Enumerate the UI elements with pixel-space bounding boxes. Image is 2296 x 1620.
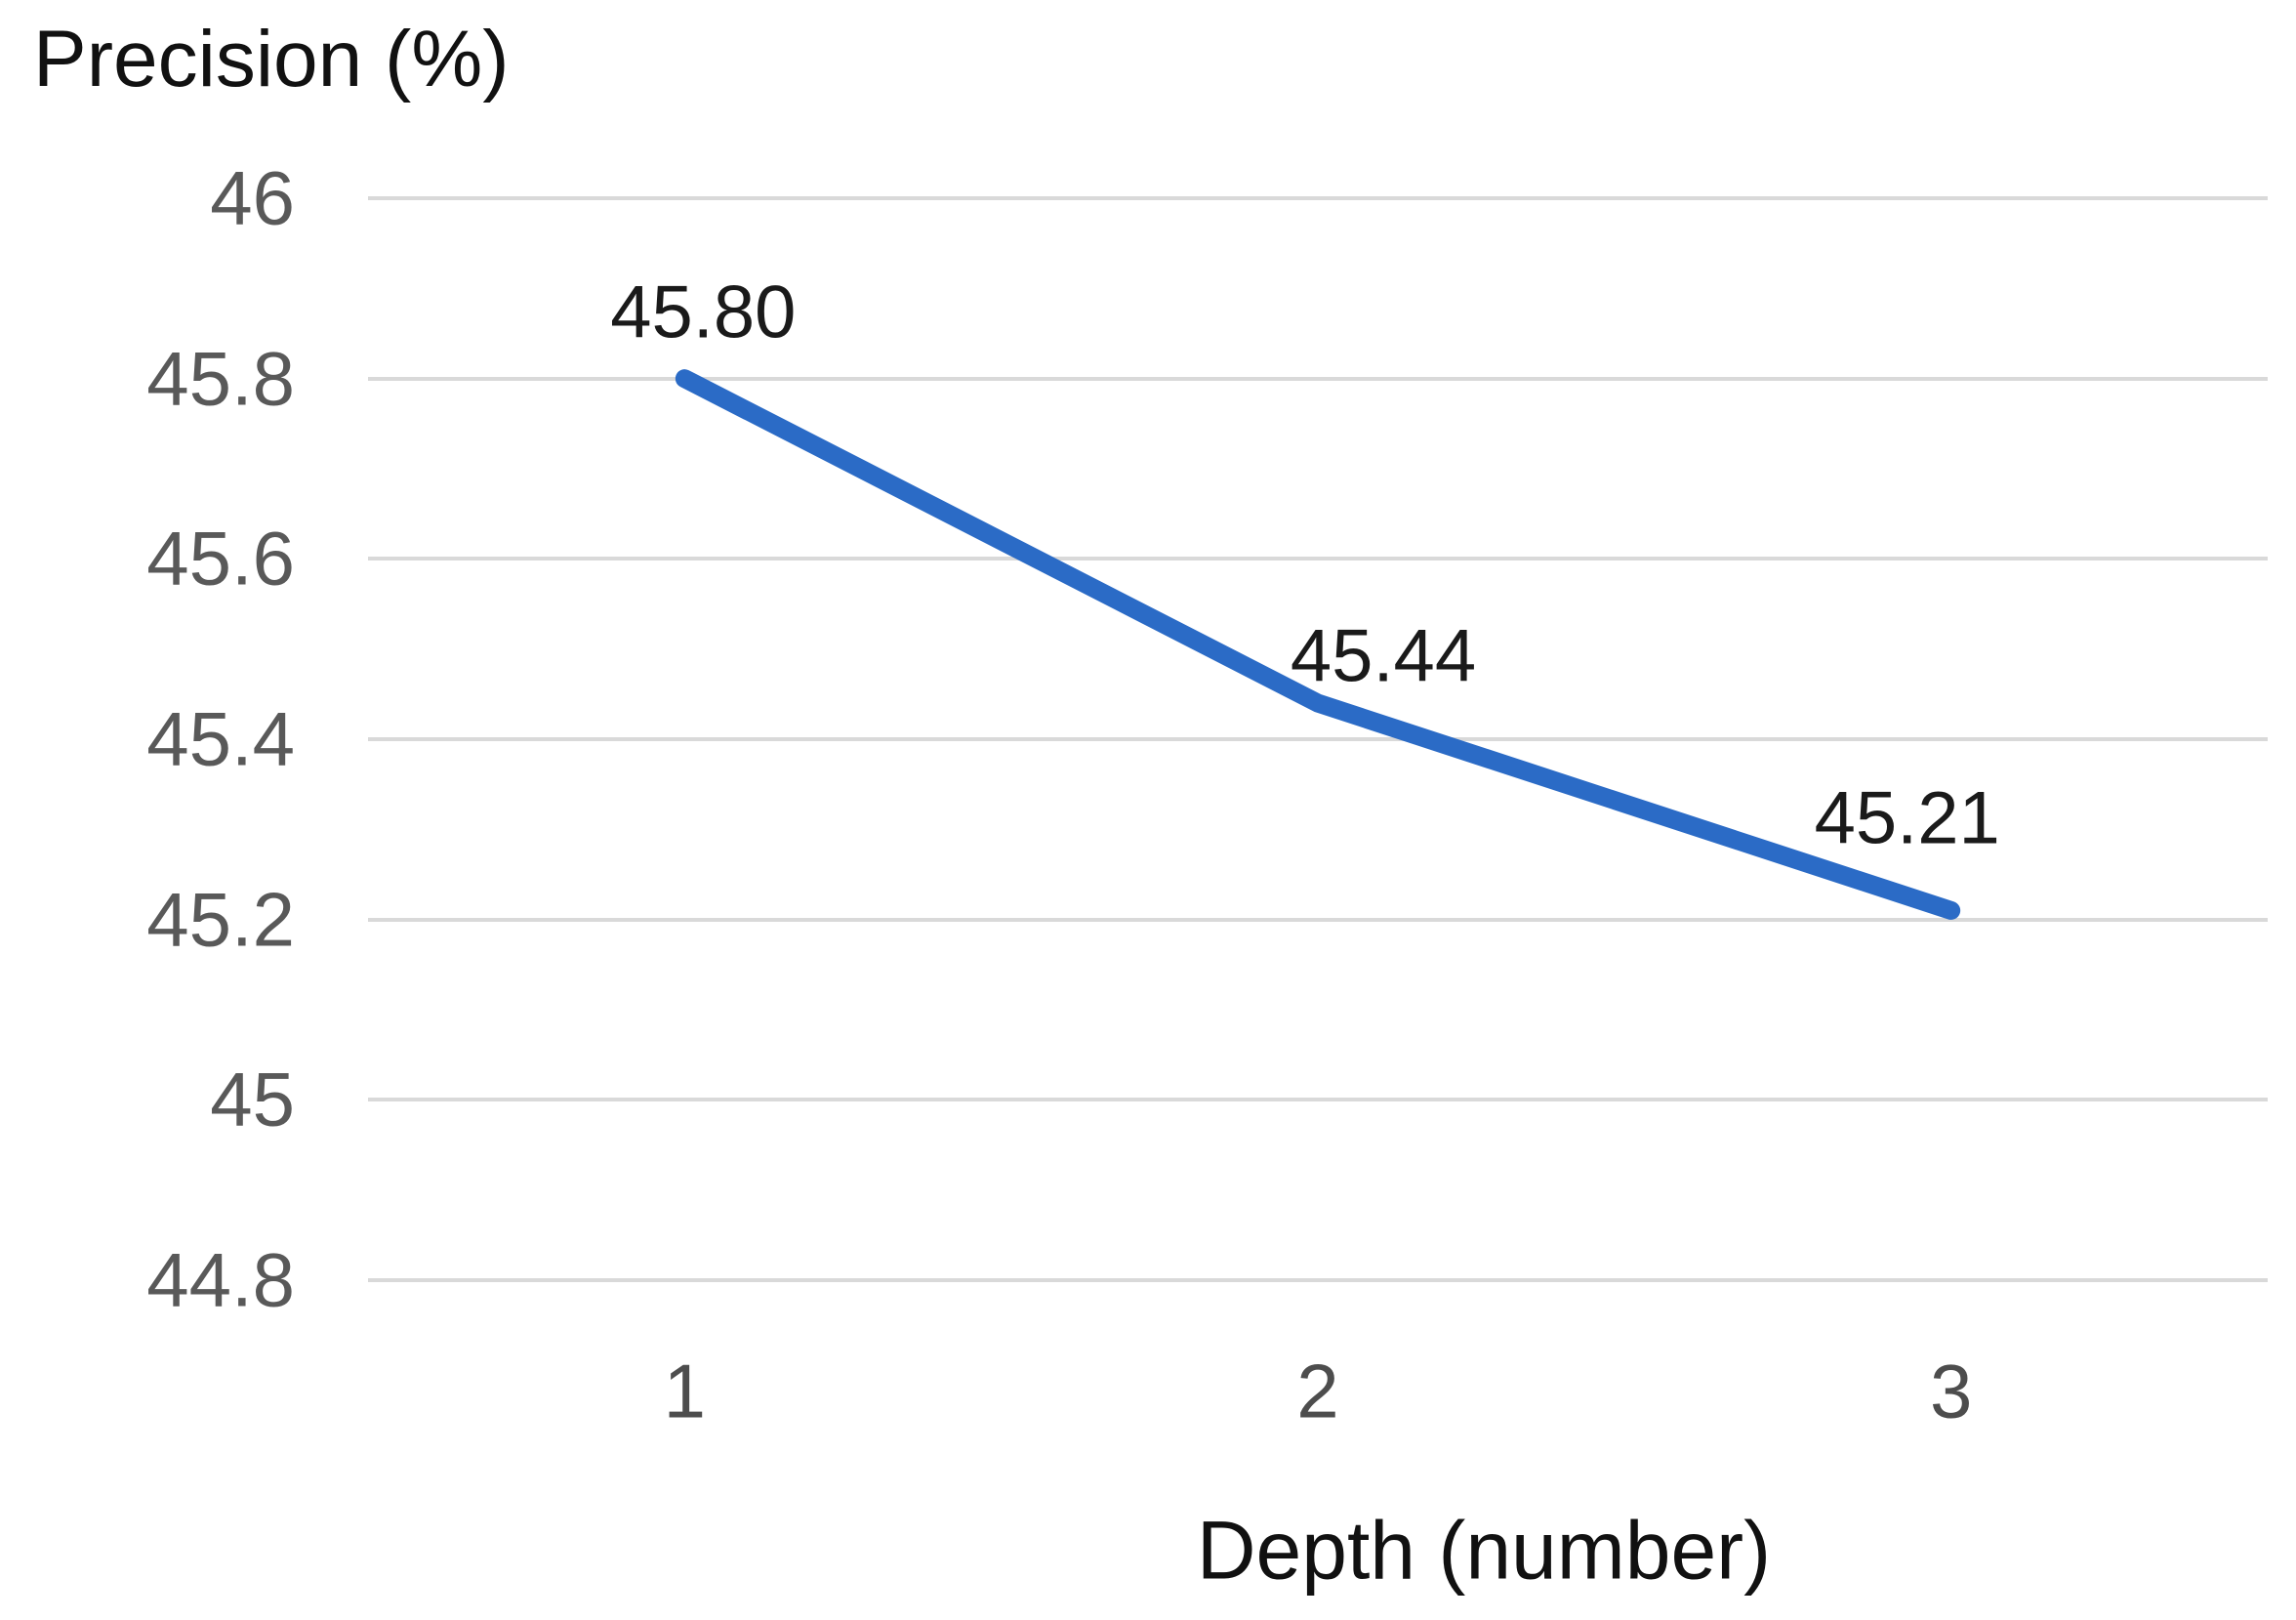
gridline xyxy=(368,1098,2268,1102)
gridline xyxy=(368,376,2268,381)
gridline xyxy=(368,737,2268,741)
precision-series-line xyxy=(675,369,1961,920)
gridline xyxy=(368,1278,2268,1282)
y-tick-label: 45.8 xyxy=(146,335,295,422)
x-tick-label: 3 xyxy=(1929,1348,1973,1434)
y-tick-label: 45.4 xyxy=(146,695,295,782)
y-tick-label: 45 xyxy=(210,1056,295,1142)
x-tick-label: 1 xyxy=(663,1348,707,1434)
x-axis-title: Depth (number) xyxy=(1196,1504,1772,1597)
x-tick-label: 2 xyxy=(1296,1348,1339,1434)
y-tick-label: 45.6 xyxy=(146,515,295,602)
y-tick-label: 44.8 xyxy=(146,1236,295,1323)
y-tick-label: 46 xyxy=(210,154,295,241)
gridline xyxy=(368,917,2268,922)
gridline xyxy=(368,196,2268,200)
data-label: 45.21 xyxy=(1814,776,2000,860)
data-label: 45.44 xyxy=(1290,614,1477,698)
data-label: 45.80 xyxy=(610,270,797,354)
y-tick-label: 45.2 xyxy=(146,876,295,963)
gridline xyxy=(368,557,2268,561)
y-axis-title: Precision (%) xyxy=(33,15,510,104)
